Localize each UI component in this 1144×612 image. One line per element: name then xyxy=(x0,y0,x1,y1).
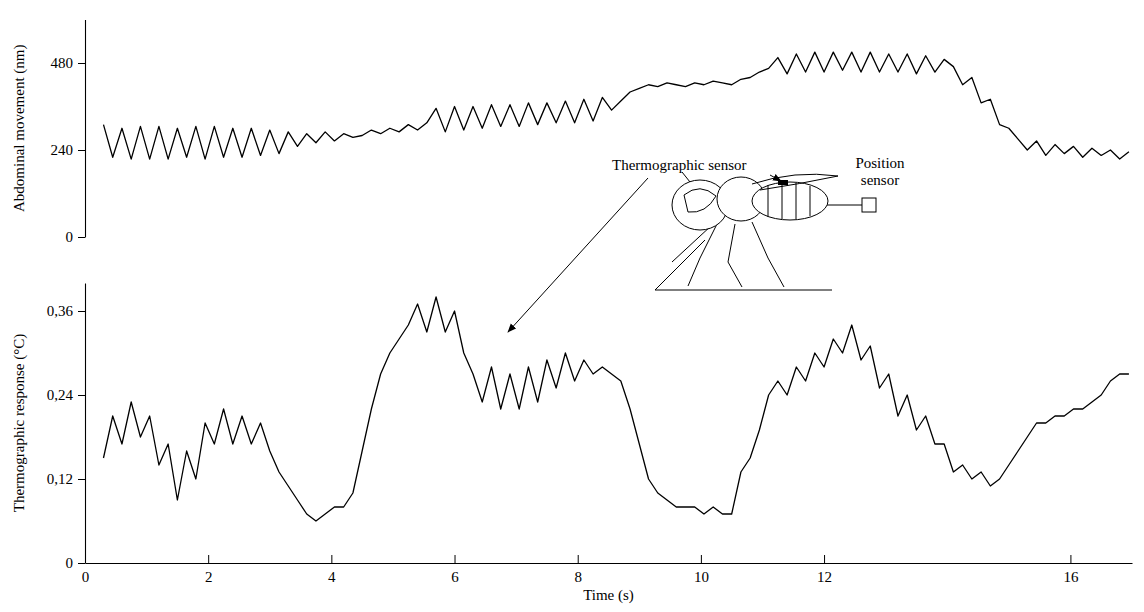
annotation-arrow xyxy=(770,175,781,181)
x-axis: 0 2 4 6 8 10 12 16 xyxy=(82,555,1133,585)
tick: 0,36 xyxy=(47,303,85,319)
tick-label: 6 xyxy=(451,569,459,585)
platform xyxy=(655,240,832,290)
tick: 6 xyxy=(451,555,459,585)
y-axis-title: Abdominal movement (nm) xyxy=(11,45,28,212)
tick-label: 240 xyxy=(51,142,74,158)
y-axis: 0 0,12 0,24 0,36 xyxy=(47,284,86,572)
tick-label: 0 xyxy=(66,229,74,245)
tick-mark xyxy=(78,395,85,396)
legs xyxy=(672,222,784,287)
tick: 12 xyxy=(817,555,832,585)
tick-label: 12 xyxy=(817,569,832,585)
tick-mark xyxy=(824,555,825,563)
tick-mark xyxy=(701,555,702,563)
tick-mark xyxy=(455,555,456,563)
tick: 2 xyxy=(205,555,213,585)
annotation-line: sensor xyxy=(861,172,899,188)
tick: 0 xyxy=(82,555,90,585)
tick-label: 480 xyxy=(51,55,74,71)
x-axis-line xyxy=(86,563,1133,564)
tick-label: 0 xyxy=(66,555,74,571)
plot-area xyxy=(103,297,1128,521)
antenna xyxy=(682,172,690,182)
eye xyxy=(684,189,716,212)
tick-mark xyxy=(78,479,85,480)
tick: 480 xyxy=(51,55,86,71)
tick-mark xyxy=(208,555,209,563)
tick-mark xyxy=(78,237,85,238)
inset-fly xyxy=(655,172,876,290)
wing xyxy=(752,174,838,190)
position-sensor xyxy=(862,198,876,212)
annotation: Thermographic sensor xyxy=(612,157,747,173)
annotation-arrow xyxy=(508,178,648,332)
tick-label: 0,24 xyxy=(47,387,74,403)
x-axis-title: Time (s) xyxy=(583,587,634,604)
tick: 8 xyxy=(574,555,582,585)
y-axis-line xyxy=(85,284,86,564)
tick-mark xyxy=(78,150,85,151)
sensor-rod xyxy=(827,205,862,206)
tick-label: 4 xyxy=(328,569,336,585)
tick-mark xyxy=(85,555,86,563)
abdomen xyxy=(752,182,828,220)
annotation-line: Position xyxy=(855,155,905,171)
tick-mark xyxy=(78,63,85,64)
tick: 16 xyxy=(1063,555,1079,585)
tick-mark xyxy=(78,311,85,312)
tick-label: 10 xyxy=(694,569,709,585)
y-axis-line xyxy=(85,20,86,238)
tick: 0 xyxy=(66,229,86,245)
tick-mark xyxy=(331,555,332,563)
tick-label: 2 xyxy=(205,569,213,585)
figure: 0240480Abdominal movement (nm)00,120,240… xyxy=(0,0,1144,612)
tick-label: 8 xyxy=(574,569,582,585)
tick-mark xyxy=(578,555,579,563)
tick-label: 0,12 xyxy=(47,471,73,487)
tick-mark xyxy=(1070,555,1071,563)
tick-label: 16 xyxy=(1063,569,1079,585)
tick: 0,12 xyxy=(47,471,85,487)
tick: 4 xyxy=(328,555,336,585)
annotation: Positionsensor xyxy=(855,155,905,188)
tick-label: 0 xyxy=(82,569,90,585)
plot-area xyxy=(103,52,1128,159)
data-line xyxy=(103,52,1128,159)
tick-label: 0,36 xyxy=(47,303,74,319)
tick: 0,24 xyxy=(47,387,85,403)
tick: 10 xyxy=(694,555,709,585)
y-axis-title: Thermographic response (°C) xyxy=(11,334,28,512)
tick: 240 xyxy=(51,142,86,158)
data-line xyxy=(103,297,1128,521)
tick-mark xyxy=(78,563,85,564)
abdomen-stripes xyxy=(768,183,810,219)
y-axis: 0 240 480 xyxy=(51,20,86,245)
